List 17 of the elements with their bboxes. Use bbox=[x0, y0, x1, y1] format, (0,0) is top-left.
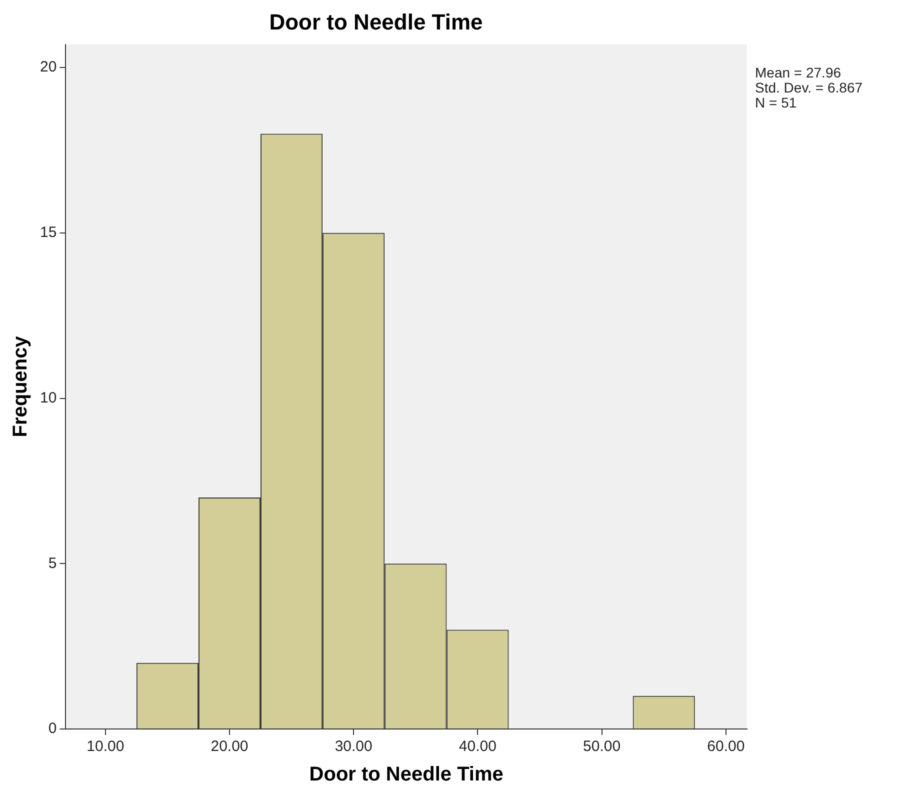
y-tick-label: 15 bbox=[40, 224, 57, 242]
y-tick-label: 5 bbox=[48, 554, 57, 572]
x-tick-label: 40.00 bbox=[458, 738, 496, 756]
x-tick-label: 10.00 bbox=[86, 738, 124, 756]
x-tick-label: 30.00 bbox=[334, 738, 372, 756]
text: Std. Dev. = 6.867 bbox=[755, 79, 863, 96]
y-tick-label: 20 bbox=[40, 58, 57, 76]
y-tick-label: 0 bbox=[48, 720, 57, 738]
x-tick-label: 20.00 bbox=[210, 738, 248, 756]
y-tick-label: 10 bbox=[40, 389, 57, 406]
x-tick-label: 60.00 bbox=[707, 738, 745, 756]
x-axis-title: Door to Needle Time bbox=[309, 764, 504, 786]
chart-title: Door to Needle Time bbox=[269, 9, 483, 34]
y-axis-title: Frequency bbox=[10, 335, 32, 438]
x-tick-label: 50.00 bbox=[583, 738, 621, 756]
text: N = 51 bbox=[755, 94, 797, 110]
text: Mean = 27.96 bbox=[755, 64, 842, 80]
